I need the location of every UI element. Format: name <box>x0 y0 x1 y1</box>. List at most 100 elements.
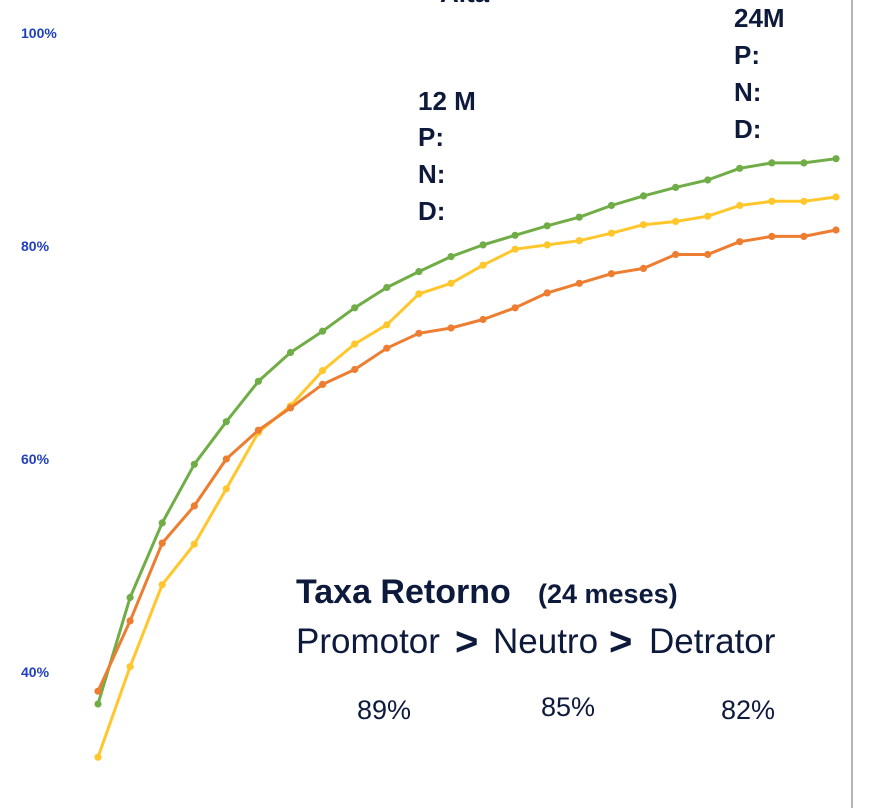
series-3-point <box>768 232 776 240</box>
series-2-point <box>800 197 808 205</box>
summary-title: Taxa Retorno <box>296 573 511 611</box>
series-2-point <box>415 290 423 298</box>
series-2-point <box>94 753 102 761</box>
series-1-point <box>158 519 166 527</box>
series-1-point <box>575 213 583 221</box>
series-1-point <box>672 183 680 191</box>
series-1-point <box>768 159 776 167</box>
series-line-1 <box>96 157 837 705</box>
series-3-point <box>222 455 230 463</box>
series-3-point <box>639 264 648 272</box>
series-1-point <box>511 231 519 239</box>
annotation-24m: 24M P: N: D: <box>734 3 785 144</box>
series-1-point <box>543 222 551 230</box>
cut-annotation: Alta <box>440 0 490 8</box>
series-3-point <box>319 380 327 388</box>
series-2-point <box>639 221 648 229</box>
series-1-point <box>190 460 198 468</box>
series-2-point <box>447 279 455 287</box>
y-tick-label: 60% <box>21 451 50 467</box>
series-1-point <box>383 283 391 292</box>
annotation-12m-p: P: <box>418 122 444 152</box>
series-2-point <box>672 217 680 226</box>
series-2-point <box>607 229 616 237</box>
annotation-24m-d: D: <box>734 114 761 144</box>
y-tick-label: 40% <box>21 664 50 680</box>
series-2-point <box>126 663 134 671</box>
series-1-point <box>351 304 359 312</box>
series-3-point <box>543 289 551 297</box>
summary-order-word-1: Promotor <box>296 622 440 661</box>
series-1-point <box>286 348 295 357</box>
series-3-point <box>383 344 391 352</box>
series-1-point <box>447 253 455 261</box>
summary-pct-promotor: 89% <box>357 695 411 725</box>
series-1-point <box>607 201 616 210</box>
series-3-point <box>672 250 680 259</box>
series-1-point <box>800 159 808 167</box>
series-3-point <box>447 324 455 332</box>
series-2-point <box>511 245 519 253</box>
series-2-point <box>383 321 391 329</box>
series-2-point <box>575 237 583 245</box>
series-1-point <box>126 593 134 602</box>
series-1-point <box>736 164 744 172</box>
series-1-point <box>704 176 712 184</box>
series-3-point <box>736 238 744 246</box>
series-3-point <box>158 539 166 547</box>
y-tick-label: 80% <box>21 238 50 254</box>
series-1-point <box>254 377 262 385</box>
series-line-3 <box>96 228 837 692</box>
series-3-point <box>511 304 519 312</box>
series-3-point <box>479 315 487 324</box>
annotation-12m-n: N: <box>418 159 445 189</box>
annotation-12m-d: D: <box>418 196 445 226</box>
series-3-point <box>286 404 295 412</box>
summary-block: Taxa Retorno (24 meses) Promotor > Neutr… <box>296 573 776 725</box>
y-axis: 100% 80% 60% 40% <box>21 25 57 680</box>
series-3-point <box>254 426 262 434</box>
series-2-point <box>479 261 487 269</box>
series-2-point <box>222 485 230 493</box>
series-2-point <box>543 241 551 249</box>
summary-order-sep-2: > <box>609 620 632 664</box>
series-3-point <box>704 250 712 259</box>
series-3-point <box>800 232 808 240</box>
series-1-point <box>832 155 840 163</box>
series-2-point <box>158 581 166 589</box>
annotation-24m-p: P: <box>734 40 760 70</box>
series-3-point <box>94 687 102 695</box>
summary-pct-neutro: 85% <box>541 692 595 722</box>
series-2-point <box>832 193 840 201</box>
series-1-point <box>479 241 487 249</box>
series-line-2 <box>96 195 837 758</box>
series-2-point <box>768 197 776 205</box>
series-3-point <box>832 226 840 234</box>
series-3-point <box>190 502 198 510</box>
series-2-point <box>736 201 744 210</box>
summary-order-word-2: Neutro <box>493 622 598 661</box>
series-1-point <box>639 192 648 200</box>
series-2-point <box>190 540 198 548</box>
series-2-point <box>351 340 359 348</box>
series-2-point <box>704 212 712 220</box>
summary-order-word-3: Detrator <box>649 622 776 661</box>
series-1-point <box>415 268 423 276</box>
series-1-point <box>94 700 102 708</box>
series-3-point <box>351 365 359 374</box>
annotation-24m-title: 24M <box>734 3 785 33</box>
series-3-point <box>607 270 616 278</box>
summary-pct-detrator: 82% <box>721 695 775 725</box>
annotation-12m: 12 M P: N: D: <box>418 86 476 226</box>
summary-title-main: Taxa Retorno <box>296 573 511 611</box>
summary-subtitle-period: (24 meses) <box>538 579 678 609</box>
series-3-point <box>415 329 423 337</box>
y-tick-label: 100% <box>21 25 57 41</box>
series-2-point <box>319 367 327 375</box>
annotation-24m-n: N: <box>734 77 761 107</box>
annotation-12m-title: 12 M <box>418 86 476 116</box>
series-3-point <box>575 279 583 287</box>
summary-order-sep-1: > <box>455 620 478 664</box>
series-layer <box>94 155 840 761</box>
